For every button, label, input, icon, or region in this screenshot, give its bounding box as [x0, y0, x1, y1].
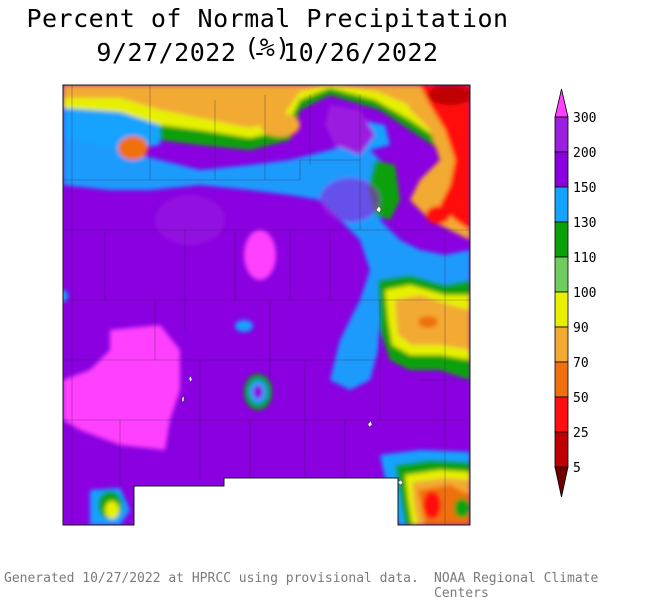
legend-swatch-70 [554, 326, 569, 363]
footer-credit: NOAA Regional Climate Centers [434, 571, 599, 601]
legend-swatch-5 [554, 431, 569, 468]
map-date-range: 9/27/2022 - 10/26/2022 [96, 38, 439, 67]
legend-swatch-110 [554, 221, 569, 258]
legend-label-300: 300 [573, 111, 597, 126]
legend-arrow-bottom [554, 466, 569, 498]
legend-label-110: 110 [573, 251, 597, 266]
legend-label-150: 150 [573, 181, 597, 196]
legend-label-130: 130 [573, 216, 597, 231]
state-boundary [62, 84, 471, 526]
lake-markers [181, 205, 404, 486]
map-title: Percent of Normal Precipitation (%) [26, 4, 509, 62]
legend-label-70: 70 [573, 356, 589, 371]
legend-swatch-25 [554, 396, 569, 433]
precip-field [63, 85, 470, 525]
legend-label-25: 25 [573, 426, 589, 441]
legend-label-200: 200 [573, 146, 597, 161]
legend-label-90: 90 [573, 321, 589, 336]
legend-swatch-200 [554, 116, 569, 153]
legend-arrow-top [554, 88, 569, 118]
legend-swatch-150 [554, 151, 569, 188]
legend-swatch-130 [554, 186, 569, 223]
color-legend [554, 88, 569, 498]
legend-label-5: 5 [573, 461, 581, 476]
legend-label-50: 50 [573, 391, 589, 406]
county-lines [63, 85, 470, 525]
legend-label-100: 100 [573, 286, 597, 301]
footer-generated: Generated 10/27/2022 at HPRCC using prov… [4, 571, 419, 586]
legend-swatch-50 [554, 361, 569, 398]
legend-swatch-90 [554, 291, 569, 328]
legend-swatch-100 [554, 256, 569, 293]
